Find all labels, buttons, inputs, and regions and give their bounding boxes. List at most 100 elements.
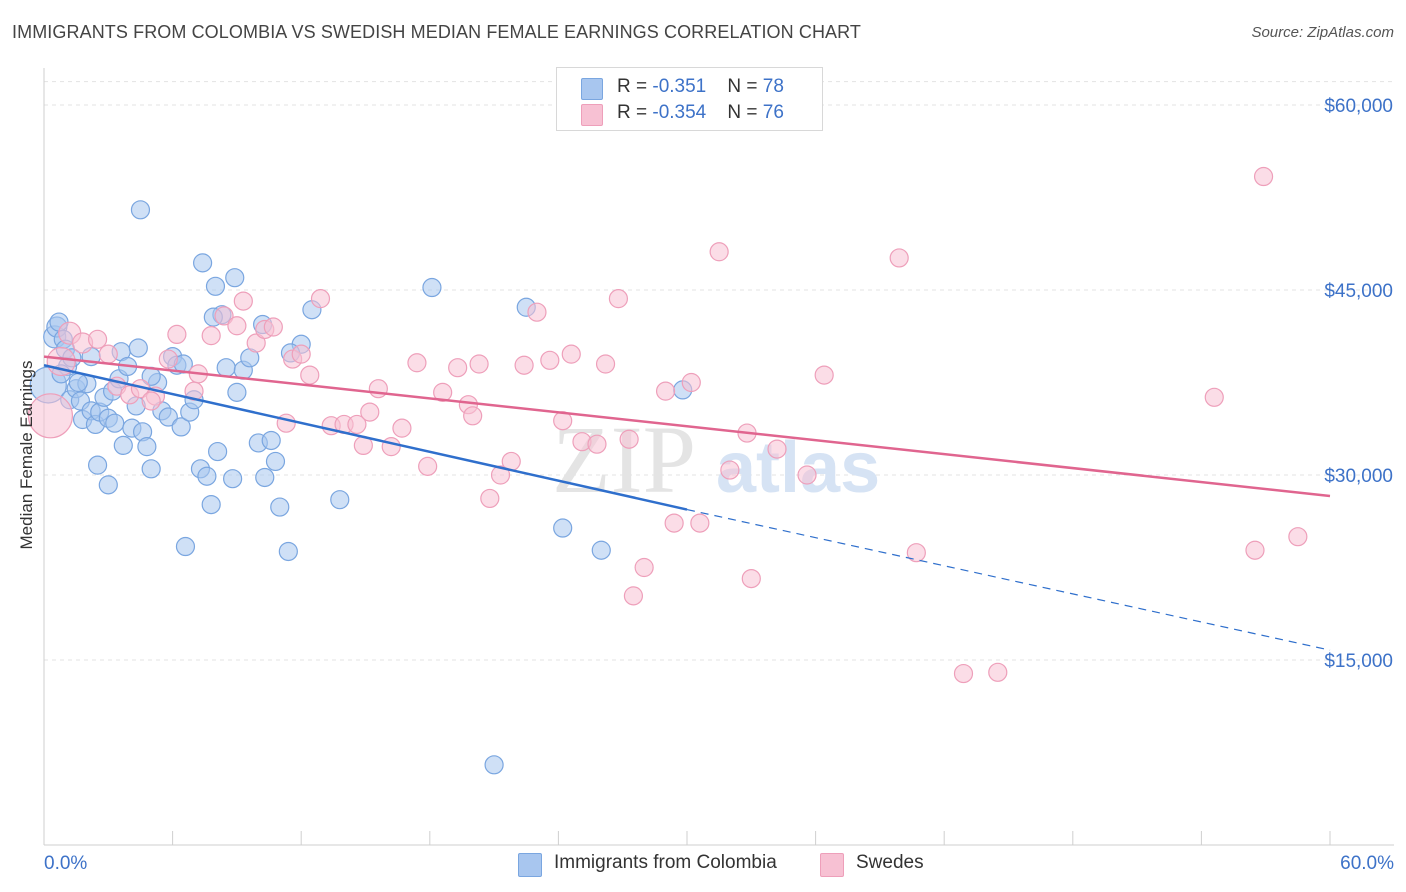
trend-line-colombia — [43, 364, 688, 511]
point-swedes — [527, 302, 547, 322]
legend-stats-colombia: R = -0.351 N = 78 — [617, 76, 784, 97]
point-swedes — [167, 324, 187, 344]
trend-lines — [43, 355, 1331, 651]
point-swedes — [720, 460, 740, 480]
point-swedes — [27, 393, 74, 439]
series-swedes — [27, 166, 1308, 684]
point-swedes — [681, 372, 701, 393]
data-points — [27, 166, 1308, 775]
point-colombia — [225, 268, 245, 288]
point-colombia — [591, 540, 611, 560]
point-colombia — [201, 495, 221, 515]
point-swedes — [480, 488, 500, 509]
point-swedes — [310, 289, 331, 309]
point-swedes — [87, 329, 108, 349]
point-swedes — [291, 344, 311, 364]
point-swedes — [514, 355, 534, 375]
point-swedes — [767, 439, 787, 459]
point-swedes — [246, 333, 266, 353]
stats-legend: R = -0.351 N = 78 R = -0.354 N = 76 — [556, 67, 823, 131]
point-colombia — [265, 451, 286, 472]
point-swedes — [664, 513, 684, 533]
point-swedes — [201, 326, 221, 346]
point-colombia — [128, 338, 148, 358]
point-swedes — [690, 513, 710, 533]
point-swedes — [1253, 166, 1274, 187]
point-swedes — [1204, 387, 1224, 407]
point-swedes — [540, 350, 560, 370]
point-colombia — [422, 277, 442, 298]
point-colombia — [141, 459, 161, 479]
point-swedes — [797, 465, 817, 485]
point-colombia — [227, 382, 247, 402]
point-swedes — [347, 414, 367, 435]
point-swedes — [418, 456, 438, 476]
point-swedes — [381, 437, 401, 457]
point-swedes — [988, 662, 1008, 682]
point-colombia — [261, 430, 281, 451]
point-swedes — [595, 354, 616, 374]
point-swedes — [1288, 527, 1308, 547]
y-axis-label: Median Female Earnings — [17, 361, 36, 550]
point-colombia — [158, 407, 178, 427]
point-colombia — [171, 417, 191, 437]
x-tick-label-min: 0.0% — [44, 853, 87, 874]
point-colombia — [255, 467, 275, 488]
point-colombia — [175, 536, 196, 557]
point-colombia — [208, 441, 228, 462]
point-swedes — [448, 358, 468, 378]
chart-title: IMMIGRANTS FROM COLOMBIA VS SWEDISH MEDI… — [12, 22, 862, 42]
point-swedes — [158, 349, 178, 369]
trend-line-swedes — [43, 355, 1331, 498]
point-colombia — [105, 413, 125, 433]
watermark-zip: ZIP — [552, 406, 696, 513]
point-swedes — [469, 354, 489, 374]
point-colombia — [68, 372, 88, 393]
point-swedes — [233, 291, 253, 311]
watermark: ZIP atlas — [552, 406, 880, 513]
point-swedes — [360, 402, 380, 422]
legend-stats-swedes: R = -0.354 N = 76 — [617, 102, 784, 123]
point-swedes — [1245, 540, 1265, 560]
point-colombia — [553, 518, 573, 538]
bottom-legend-swatch-colombia — [518, 853, 542, 877]
y-tick-label: $45,000 — [1324, 281, 1393, 302]
legend-swatch-colombia — [581, 78, 603, 100]
point-colombia — [330, 490, 350, 510]
point-colombia — [87, 455, 108, 475]
point-swedes — [227, 316, 247, 336]
point-swedes — [407, 353, 427, 373]
point-swedes — [889, 248, 909, 268]
bottom-legend-label-colombia: Immigrants from Colombia — [554, 852, 777, 873]
point-colombia — [137, 437, 157, 457]
source-label: Source: ZipAtlas.com — [1251, 24, 1394, 41]
point-swedes — [741, 568, 761, 589]
point-swedes — [490, 465, 511, 485]
point-swedes — [587, 434, 607, 454]
point-swedes — [433, 382, 453, 402]
point-swedes — [634, 557, 654, 578]
point-swedes — [623, 586, 644, 606]
point-swedes — [98, 344, 118, 364]
bottom-legend-swatch-swedes — [820, 853, 844, 877]
point-colombia — [130, 200, 151, 220]
point-colombia — [205, 276, 226, 296]
point-colombia — [278, 541, 298, 562]
point-colombia — [98, 475, 118, 495]
trend-line-colombia-extension — [686, 508, 1331, 651]
point-swedes — [561, 344, 581, 364]
point-swedes — [953, 663, 974, 684]
point-swedes — [655, 381, 676, 401]
point-swedes — [463, 406, 483, 426]
point-colombia — [484, 755, 504, 775]
point-swedes — [619, 429, 639, 449]
axes — [43, 68, 1394, 846]
point-colombia — [270, 497, 290, 517]
point-swedes — [263, 317, 283, 337]
point-swedes — [300, 365, 320, 385]
point-swedes — [906, 543, 926, 563]
y-tick-label: $30,000 — [1324, 466, 1393, 487]
point-swedes — [214, 306, 234, 326]
point-swedes — [368, 379, 388, 399]
